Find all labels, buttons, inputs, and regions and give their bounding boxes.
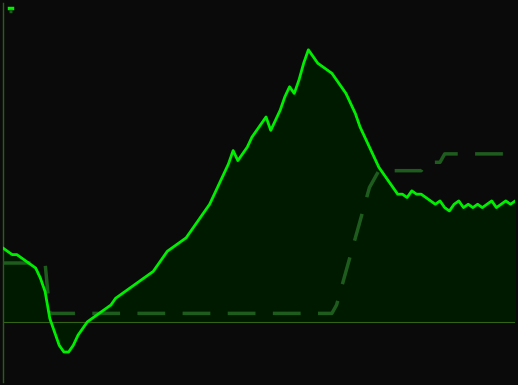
Legend: , : , (9, 7, 14, 12)
